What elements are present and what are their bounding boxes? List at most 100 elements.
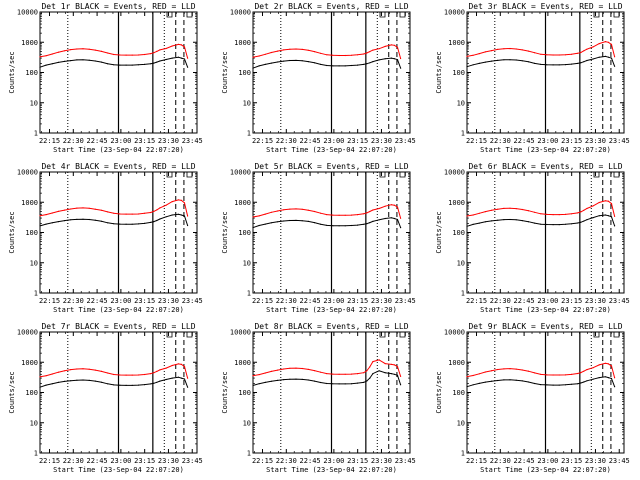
- y-axis-label: Counts/sec: [435, 51, 443, 93]
- events-data-point: [283, 220, 285, 222]
- lld-data-point: [509, 368, 511, 370]
- lld-data-point: [100, 50, 103, 53]
- events-data-point: [577, 383, 579, 385]
- lld-data-point: [580, 372, 582, 374]
- x-tick-label: 22:30: [276, 137, 297, 145]
- lld-data-point: [610, 365, 613, 367]
- events-data-point: [604, 214, 607, 216]
- lld-data-point: [484, 211, 486, 213]
- events-data-point: [307, 61, 309, 63]
- lld-data-point: [369, 210, 371, 213]
- x-tick-label: 22:30: [490, 457, 511, 465]
- lld-data-point: [372, 49, 374, 51]
- x-tick-label: 22:15: [39, 297, 60, 305]
- events-data-point: [372, 61, 374, 63]
- lld-data-point: [264, 53, 266, 55]
- bracket-marker: [379, 332, 386, 338]
- y-tick-label: 100: [25, 69, 38, 77]
- events-data-point: [100, 220, 103, 222]
- lld-data-point: [521, 49, 523, 51]
- lld-data-point: [156, 50, 158, 53]
- events-data-point: [107, 383, 109, 385]
- events-data-point: [527, 61, 530, 63]
- lld-data-point: [39, 56, 41, 58]
- events-data-point: [64, 220, 66, 222]
- lld-data-point: [131, 54, 133, 56]
- x-tick-label: 22:30: [490, 137, 511, 145]
- chart-title: Det 3r BLACK = Events, RED = LLD: [468, 2, 622, 11]
- events-data-point: [270, 62, 272, 64]
- lld-data-point: [313, 51, 316, 53]
- lld-data-point: [393, 204, 395, 206]
- events-data-point: [153, 382, 155, 384]
- events-data-point: [177, 56, 179, 58]
- lld-data-point: [598, 201, 600, 204]
- events-series-line: [39, 56, 189, 68]
- events-data-point: [332, 65, 334, 67]
- x-tick-label: 23:00: [537, 457, 558, 465]
- y-tick-label: 100: [452, 229, 465, 237]
- y-tick-label: 1: [34, 450, 38, 458]
- events-data-point: [344, 383, 346, 385]
- chart-panel-2: Det 2r BLACK = Events, RED = LLD 1 10 100 10…: [221, 2, 416, 154]
- y-tick-label: 1: [34, 290, 38, 298]
- x-tick-label: 23:15: [134, 137, 155, 145]
- lld-data-point: [564, 54, 567, 56]
- lld-data-point: [558, 374, 560, 376]
- events-series-line: [466, 55, 616, 68]
- x-tick-label: 22:15: [466, 457, 487, 465]
- y-axis-label: Counts/sec: [435, 371, 443, 413]
- lld-data-point: [107, 52, 109, 54]
- lld-data-point: [171, 201, 173, 203]
- y-tick-label: 10: [243, 419, 251, 427]
- events-data-point: [131, 64, 133, 66]
- lld-data-point: [107, 372, 109, 374]
- lld-data-point: [94, 49, 96, 51]
- lld-data-point: [143, 212, 146, 214]
- lld-data-point: [45, 375, 47, 377]
- x-tick-label: 23:00: [110, 457, 131, 465]
- x-tick-label: 22:15: [252, 137, 273, 145]
- events-data-point: [159, 380, 161, 382]
- x-tick-label: 23:00: [110, 137, 131, 145]
- events-data-point: [521, 220, 523, 222]
- lld-data-point: [534, 372, 536, 374]
- x-tick-label: 23:30: [158, 137, 179, 145]
- lld-data-point: [607, 200, 610, 202]
- bracket-marker: [166, 332, 173, 338]
- bracket-marker: [186, 12, 193, 18]
- events-data-point: [320, 63, 322, 65]
- events-data-point: [366, 63, 368, 65]
- events-data-point: [57, 61, 60, 64]
- lld-data-point: [70, 208, 72, 210]
- events-data-point: [384, 58, 386, 60]
- events-data-point: [396, 218, 399, 221]
- y-tick-label: 10: [30, 99, 38, 107]
- x-axis-label: Start Time (23-Sep-04 22:07:20): [53, 306, 184, 314]
- lld-data-point: [564, 213, 567, 215]
- bracket-marker: [166, 12, 173, 18]
- events-data-point: [527, 381, 530, 383]
- events-data-point: [356, 382, 359, 384]
- lld-data-point: [350, 54, 352, 56]
- events-data-point: [491, 60, 493, 62]
- events-data-point: [552, 64, 554, 66]
- events-data-point: [159, 60, 161, 62]
- x-axis-label: Start Time (23-Sep-04 22:07:20): [266, 306, 397, 314]
- events-data-point: [277, 61, 279, 63]
- y-tick-label: 10000: [444, 329, 465, 337]
- lld-data-point: [478, 212, 480, 214]
- events-data-point: [472, 64, 474, 66]
- events-data-point: [143, 222, 146, 224]
- events-data-point: [313, 222, 316, 224]
- x-tick-label: 22:30: [490, 297, 511, 305]
- events-data-point: [558, 64, 560, 66]
- x-tick-label: 22:15: [252, 457, 273, 465]
- chart-panel-3: Det 3r BLACK = Events, RED = LLD 1 10 100 10…: [435, 2, 630, 154]
- lld-data-point: [472, 214, 474, 216]
- lld-data-point: [326, 54, 328, 56]
- lld-data-point: [70, 49, 72, 51]
- lld-data-point: [378, 48, 380, 50]
- events-data-point: [107, 222, 109, 224]
- x-axis-label: Start Time (23-Sep-04 22:07:20): [53, 466, 184, 474]
